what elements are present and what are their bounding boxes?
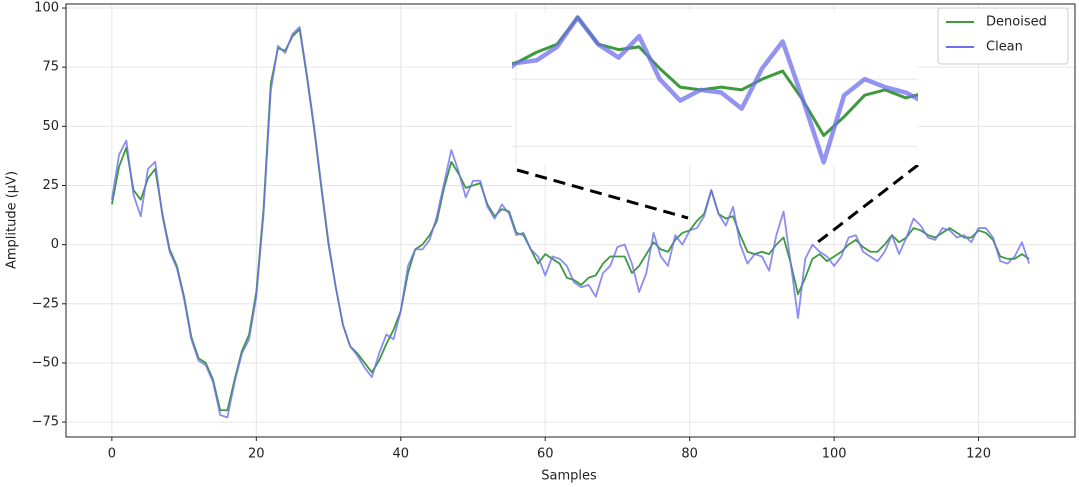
y-tick-label: 25: [42, 178, 59, 193]
y-tick-label: −75: [32, 415, 59, 430]
y-tick-label: 100: [34, 1, 59, 16]
line-series: [110, 26, 1030, 419]
x-tick-label: 0: [108, 447, 116, 462]
y-tick-label: 75: [42, 60, 59, 75]
zoom-connector: [516, 168, 689, 220]
inset-clip: [512, 12, 918, 165]
inset-plot: [512, 12, 918, 165]
y-axis-label: Amplitude (μV): [5, 171, 20, 269]
y-tick-label: −50: [32, 355, 59, 370]
legend-label: Clean: [986, 40, 1023, 55]
y-tick-label: 50: [42, 119, 59, 134]
zoom-connector: [817, 163, 919, 244]
x-tick-label: 20: [248, 447, 265, 462]
y-tick-label: −25: [32, 296, 59, 311]
legend-label: Denoised: [986, 15, 1047, 30]
x-tick-label: 80: [681, 447, 698, 462]
axes-frame: [65, 3, 1076, 438]
x-tick-label: 40: [392, 447, 409, 462]
x-tick-label: 120: [966, 447, 991, 462]
x-axis-label: Samples: [541, 469, 597, 484]
x-tick-label: 100: [822, 447, 847, 462]
x-tick-label: 60: [537, 447, 554, 462]
legend: Denoised Clean: [937, 7, 1069, 65]
y-tick-label: 0: [51, 237, 59, 252]
